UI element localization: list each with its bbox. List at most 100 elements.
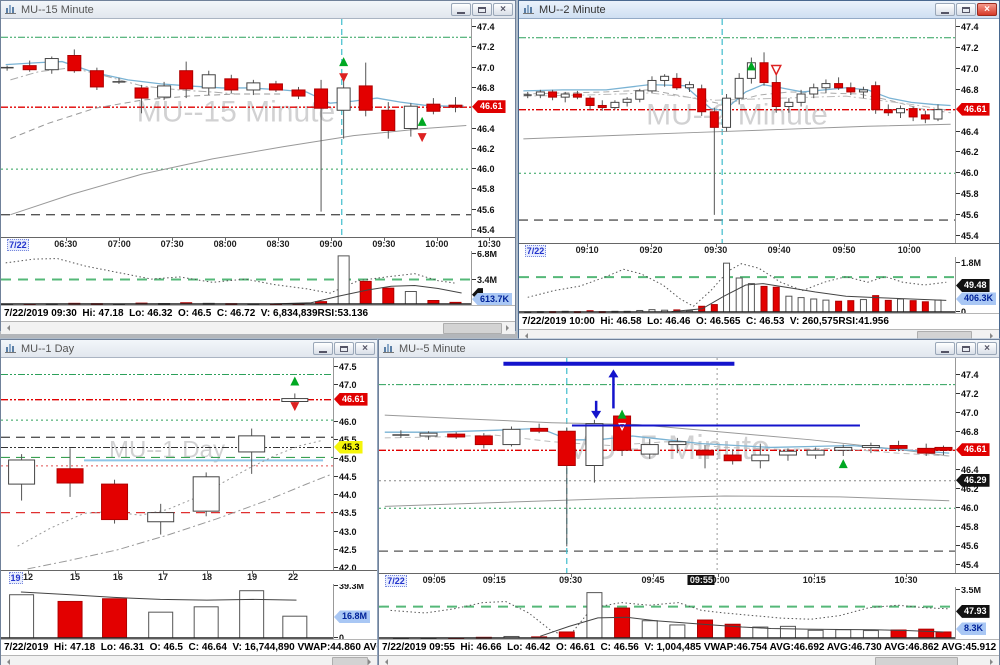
titlebar[interactable]: MU--5 Minute × — [379, 340, 999, 358]
candlestick-plot[interactable]: MU--15 Minute — [1, 19, 471, 237]
time-tick-label: 10:30 — [477, 239, 501, 249]
price-tick-label: 46.8 — [956, 85, 979, 95]
time-tick-label: 10:00 — [425, 239, 449, 249]
price-badge: 46.61 — [334, 392, 368, 406]
scrollbar-thumb[interactable] — [443, 323, 502, 334]
minimize-button[interactable] — [935, 3, 955, 16]
time-tick-label: 06:30 — [54, 239, 78, 249]
scroll-left-icon[interactable] — [379, 656, 391, 665]
crosshair-time-tooltip: 09:55 — [687, 575, 715, 585]
price-badge: 45.3 — [334, 440, 363, 454]
time-tick-label: 07:30 — [160, 239, 184, 249]
time-axis: 7/22 09:05 09:15 09:30 09:45 10:00 10:15 10:30 0… — [379, 573, 999, 587]
time-tick-label: 10:15 — [802, 575, 826, 585]
price-axis: 47.4 47.2 47.0 46.8 46.4 46.2 46.0 45.8 45.6 45.4… — [955, 358, 999, 573]
scroll-right-icon[interactable] — [503, 322, 515, 334]
volume-axis: 6.8M 3.4M 613.7K — [471, 251, 515, 305]
price-tick-label: 46.0 — [956, 168, 979, 178]
maximize-button[interactable] — [956, 342, 976, 355]
chart-icon — [5, 1, 17, 19]
window-mu-5-minute: MU--5 Minute × MU--5 Minute 47.4 47.2 47.0 4… — [378, 339, 1000, 665]
price-tick-label: 46.0 — [334, 417, 357, 427]
maximize-button[interactable] — [956, 3, 976, 16]
titlebar[interactable]: MU--1 Day × — [1, 340, 377, 358]
time-axis: 7/22 06:30 07:00 07:30 08:00 08:30 09:00 09:30 1… — [1, 237, 515, 251]
price-tick-label: 46.8 — [956, 427, 979, 437]
volume-badge: 406.3K — [956, 292, 997, 306]
price-tick-label: 42.5 — [334, 545, 357, 555]
scroll-right-icon[interactable] — [987, 656, 999, 665]
time-tick-label: 09:50 — [832, 245, 856, 255]
candlestick-plot[interactable]: MU--2 Minute — [519, 19, 955, 243]
price-tick-label: 46.0 — [956, 503, 979, 513]
horizontal-scrollbar[interactable] — [1, 655, 377, 665]
window-title: MU--2 Minute — [539, 3, 606, 16]
watermark: MU--15 Minute — [137, 95, 335, 128]
price-tick-label: 46.2 — [956, 147, 979, 157]
scroll-left-icon[interactable] — [1, 322, 13, 334]
price-chart[interactable]: MU--5 Minute 47.4 47.2 47.0 46.8 46.4 46.2 46.0… — [379, 358, 999, 639]
close-button[interactable]: × — [977, 3, 997, 16]
date-label: 19 — [8, 572, 23, 584]
price-chart[interactable]: MU--1 Day 47.5 47.0 46.0 45.5 45.0 44.5 44.0 43.… — [1, 358, 377, 639]
volume-badge: 16.8M — [334, 610, 371, 624]
status-bar: 7/22/2019 09:30 Hi: 47.18 Lo: 46.32 O: 4… — [1, 305, 515, 321]
volume-axis: 1.8M 0 49.48 406.3K — [955, 257, 999, 313]
scrollbar-thumb[interactable] — [331, 657, 368, 665]
price-tick-label: 47.2 — [956, 389, 979, 399]
date-label: 7/22 — [385, 575, 407, 587]
scroll-left-icon[interactable] — [519, 330, 531, 342]
price-tick-label: 44.5 — [334, 472, 357, 482]
close-button[interactable]: × — [493, 3, 513, 16]
date-label: 7/22 — [7, 239, 29, 251]
time-tick-label: 09:00 — [319, 239, 343, 249]
price-tick-label: 45.6 — [956, 210, 979, 220]
chart-icon — [383, 340, 395, 358]
price-tick-label: 46.0 — [472, 164, 495, 174]
horizontal-scrollbar[interactable] — [1, 321, 515, 334]
time-tick-label: 10:00 — [706, 575, 730, 585]
minimize-button[interactable] — [935, 342, 955, 355]
time-tick-label: 22 — [288, 572, 299, 582]
scroll-left-icon[interactable] — [1, 656, 13, 665]
price-tick-label: 45.6 — [472, 205, 495, 215]
price-tick-label: 46.4 — [956, 127, 979, 137]
volume-pane[interactable] — [379, 587, 955, 639]
price-tick-label: 42.0 — [334, 563, 357, 570]
maximize-button[interactable] — [472, 3, 492, 16]
time-tick-label: 19 — [247, 572, 258, 582]
scroll-right-icon[interactable] — [987, 330, 999, 342]
price-axis: 47.5 47.0 46.0 45.5 45.0 44.5 44.0 43.5 43.0 42.5… — [333, 358, 377, 570]
maximize-button[interactable] — [334, 342, 354, 355]
volume-pane[interactable] — [519, 257, 955, 313]
minimize-button[interactable] — [451, 3, 471, 16]
watermark: MU--1 Day — [109, 437, 225, 464]
titlebar[interactable]: MU--2 Minute × — [519, 1, 999, 19]
candlestick-plot[interactable]: MU--1 Day — [1, 358, 333, 570]
volume-pane[interactable] — [1, 251, 471, 305]
price-tick-label: 46.8 — [472, 83, 495, 93]
time-axis: 7/22 09:10 09:20 09:30 09:40 09:50 10:00 — [519, 243, 999, 257]
scrollbar-thumb[interactable] — [875, 657, 958, 665]
volume-pane[interactable] — [1, 584, 333, 639]
time-tick-label: 09:30 — [372, 239, 396, 249]
price-chart[interactable]: MU--15 Minute 47.4 47.2 47.0 46.8 46.4 46.2 46.… — [1, 19, 515, 305]
watermark: MU--2 Minute — [646, 98, 828, 131]
volume-tick-label: 0 — [956, 307, 966, 313]
minimize-button[interactable] — [313, 342, 333, 355]
close-button[interactable]: × — [355, 342, 375, 355]
candlestick-plot[interactable]: MU--5 Minute — [379, 358, 955, 573]
volume-badge: 47.93 — [956, 604, 990, 618]
close-button[interactable]: × — [977, 342, 997, 355]
time-tick-label: 17 — [158, 572, 169, 582]
time-tick-label: 08:00 — [213, 239, 237, 249]
titlebar[interactable]: MU--15 Minute × — [1, 1, 515, 19]
time-tick-label: 10:00 — [897, 245, 921, 255]
price-tick-label: 45.5 — [334, 435, 357, 445]
time-tick-label: 10:30 — [894, 575, 918, 585]
price-badge: 46.61 — [956, 443, 990, 457]
scroll-right-icon[interactable] — [365, 656, 377, 665]
price-chart[interactable]: MU--2 Minute 47.4 47.2 47.0 46.8 46.4 46.2 46.0… — [519, 19, 999, 313]
horizontal-scrollbar[interactable] — [379, 655, 999, 665]
chart-icon — [523, 1, 535, 19]
